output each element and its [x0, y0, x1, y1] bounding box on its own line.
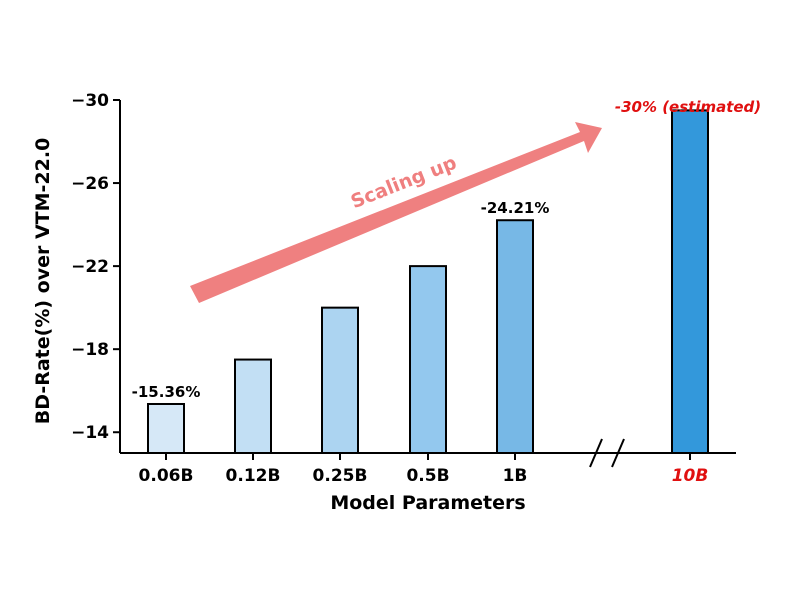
- y-tick-label: −26: [71, 174, 109, 194]
- labels-layer: -15.36% -24.21% -30% (estimated): [132, 98, 762, 401]
- x-tick-label: 0.5B: [406, 466, 449, 486]
- y-axis-title: BD-Rate(%) over VTM-22.0: [32, 138, 54, 425]
- y-tick-label: −30: [71, 91, 109, 111]
- bar-10B: [671, 109, 709, 454]
- axis-break-mark: [589, 438, 625, 468]
- y-tick-label: −22: [71, 257, 109, 277]
- y-tick-label: −18: [71, 340, 109, 360]
- x-tick-label: 10B: [672, 466, 709, 486]
- x-tick-label: 1B: [503, 466, 528, 486]
- axis-break-slash: [611, 438, 625, 468]
- x-axis-title: Model Parameters: [330, 492, 525, 514]
- axis-break-slash: [589, 438, 603, 468]
- bar-0.12B: [234, 358, 272, 455]
- scaling-up-arrow: [190, 122, 602, 303]
- bar-1B: [496, 219, 534, 454]
- data-label-10B: -30% (estimated): [615, 98, 761, 116]
- data-label-1B: -24.21%: [481, 199, 550, 217]
- x-tick-label: 0.12B: [226, 466, 281, 486]
- bars-layer: [147, 109, 709, 455]
- x-tick-label: 0.06B: [139, 466, 194, 486]
- data-label-0.06B: -15.36%: [132, 383, 201, 401]
- arrow-shape: [190, 122, 602, 303]
- x-tick-label: 0.25B: [313, 466, 368, 486]
- bar-0.5B: [409, 265, 447, 454]
- bar-0.25B: [321, 306, 359, 454]
- axes-layer: −30 −26 −22 −18 −14 0.06B 0.12B 0.25B 0.5B 1B 10B: [71, 91, 736, 486]
- y-tick-label: −14: [71, 423, 109, 443]
- bar-0.06B: [147, 402, 185, 455]
